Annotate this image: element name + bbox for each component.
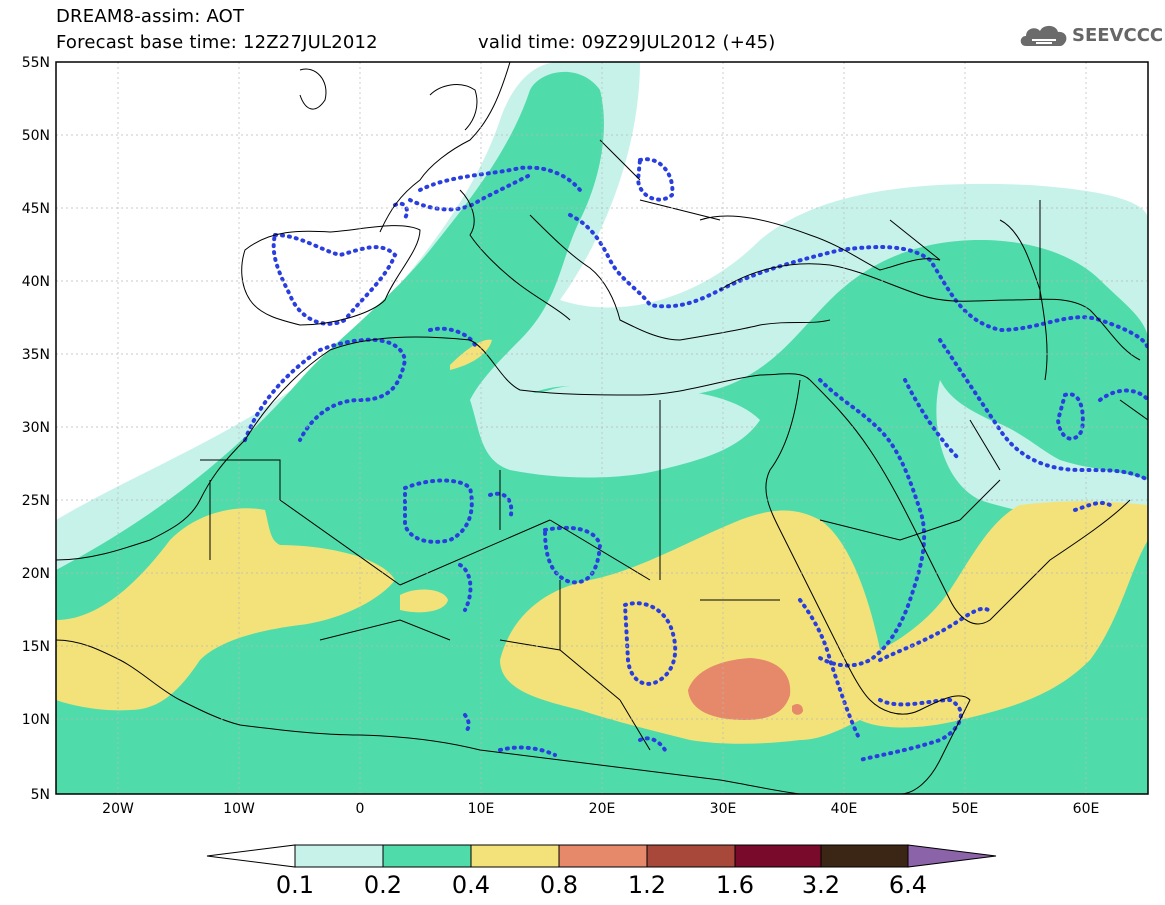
lon-axis: 20W 10W 0 10E 20E 30E 40E 50E 60E [102,801,1099,817]
lon-tick-label: 20E [589,801,616,817]
colorbar-segment [820,844,909,868]
map-frame [55,61,1149,795]
lon-tick-label: 50E [952,801,979,817]
colorbar-segment [470,844,560,868]
lat-tick-label: 20N [22,566,50,582]
colorbar-label: 3.2 [802,871,840,899]
lat-tick-label: 10N [22,712,50,728]
colorbar-label: 0.4 [452,871,490,899]
lat-tick-label: 15N [22,639,50,655]
colorbar-label: 1.2 [628,871,666,899]
colorbar-label: 6.4 [889,871,927,899]
seevccc-logo: SEEVCCC [1018,22,1163,48]
lat-tick-label: 25N [22,493,50,509]
lon-tick-label: 10W [223,801,255,817]
lat-tick-label: 30N [22,420,50,436]
valid-time: valid time: 09Z29JUL2012 (+45) [478,32,776,53]
colorbar-low-extension [206,844,296,868]
lat-tick-label: 50N [22,128,50,144]
lon-tick-label: 60E [1073,801,1100,817]
lon-tick-label: 10E [468,801,495,817]
colorbar-label: 0.1 [276,871,314,899]
forecast-base-time: Forecast base time: 12Z27JUL2012 [56,32,378,53]
aot-band-0.8 [688,658,803,720]
lon-tick-label: 30E [710,801,737,817]
colorbar-segment [382,844,472,868]
lat-tick-label: 55N [22,55,50,71]
map-area [56,62,1148,794]
colorbar [206,844,997,868]
cloud-icon [1020,25,1067,46]
chart-title: DREAM8-assim: AOT [56,6,245,27]
aot-band-0.4 [56,339,1148,744]
logo-text: SEEVCCC [1072,24,1164,46]
colorbar-labels: 0.1 0.2 0.4 0.8 1.2 1.6 3.2 6.4 [276,871,927,899]
colorbar-label: 1.6 [716,871,754,899]
colorbar-segment [734,844,822,868]
colorbar-segment [294,844,384,868]
lat-axis: 55N 50N 45N 40N 35N 30N 25N 20N 15N 10N … [22,55,50,803]
colorbar-high-extension [907,844,997,868]
coastlines-borders [56,62,1148,794]
lon-tick-label: 0 [356,801,365,817]
aot-contours [243,157,1148,762]
colorbar-label: 0.8 [540,871,578,899]
lat-tick-label: 45N [22,201,50,217]
lat-tick-label: 35N [22,347,50,363]
colorbar-segment [646,844,736,868]
lon-tick-label: 20W [102,801,134,817]
lat-tick-label: 5N [31,787,50,803]
colorbar-segment [558,844,648,868]
lat-tick-label: 40N [22,274,50,290]
graticule [56,62,1148,794]
lon-tick-label: 40E [831,801,858,817]
colorbar-label: 0.2 [364,871,402,899]
